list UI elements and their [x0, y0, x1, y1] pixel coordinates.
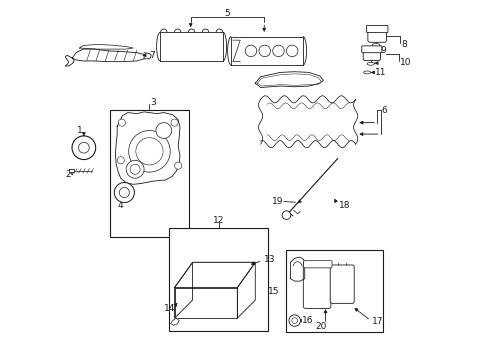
Text: 5: 5	[224, 9, 230, 18]
FancyBboxPatch shape	[329, 265, 353, 303]
Bar	[110, 110, 188, 237]
Text: 15: 15	[267, 287, 279, 296]
Text: 12: 12	[212, 216, 224, 225]
Circle shape	[171, 119, 178, 126]
Circle shape	[259, 45, 270, 57]
Text: 10: 10	[399, 58, 410, 67]
Circle shape	[72, 136, 96, 159]
Circle shape	[78, 142, 89, 153]
Text: 2: 2	[65, 171, 71, 180]
Polygon shape	[174, 262, 255, 288]
Ellipse shape	[363, 71, 370, 74]
Text: 7: 7	[148, 51, 154, 60]
Circle shape	[130, 164, 140, 174]
Text: 9: 9	[379, 46, 385, 55]
Polygon shape	[174, 288, 237, 318]
Circle shape	[126, 160, 144, 178]
Polygon shape	[174, 262, 192, 318]
Text: 6: 6	[381, 105, 387, 114]
Text: 14: 14	[164, 304, 175, 313]
FancyBboxPatch shape	[361, 46, 381, 53]
Text: 17: 17	[371, 317, 383, 326]
Polygon shape	[72, 49, 144, 62]
Text: 16: 16	[301, 316, 313, 325]
Circle shape	[282, 211, 290, 220]
Circle shape	[288, 315, 300, 326]
Circle shape	[286, 45, 297, 57]
Circle shape	[272, 45, 284, 57]
Ellipse shape	[366, 62, 373, 65]
Text: 11: 11	[374, 68, 386, 77]
Circle shape	[118, 119, 125, 126]
Polygon shape	[260, 96, 355, 148]
Text: 4: 4	[118, 201, 123, 210]
Polygon shape	[115, 112, 180, 184]
Text: 3: 3	[150, 98, 156, 107]
Circle shape	[117, 157, 124, 164]
Polygon shape	[69, 169, 74, 172]
Polygon shape	[231, 37, 303, 65]
Polygon shape	[144, 53, 151, 59]
Bar	[169, 228, 267, 330]
FancyBboxPatch shape	[363, 48, 380, 60]
Polygon shape	[170, 318, 179, 325]
Text: 18: 18	[338, 201, 349, 210]
FancyBboxPatch shape	[366, 26, 387, 33]
Polygon shape	[160, 32, 223, 61]
Circle shape	[136, 138, 163, 165]
Text: 8: 8	[401, 40, 407, 49]
Circle shape	[119, 188, 129, 198]
Circle shape	[128, 131, 170, 172]
Circle shape	[114, 183, 134, 203]
Bar	[285, 250, 382, 332]
Ellipse shape	[368, 49, 375, 51]
Polygon shape	[255, 72, 323, 87]
FancyBboxPatch shape	[367, 27, 386, 42]
Circle shape	[244, 45, 256, 57]
FancyBboxPatch shape	[303, 261, 331, 268]
FancyBboxPatch shape	[303, 262, 330, 309]
Circle shape	[291, 318, 297, 323]
Text: 19: 19	[271, 197, 283, 206]
Text: 1: 1	[77, 126, 83, 135]
Text: 20: 20	[315, 322, 326, 331]
Polygon shape	[65, 55, 74, 66]
Polygon shape	[80, 44, 133, 49]
Polygon shape	[290, 257, 304, 281]
Polygon shape	[237, 262, 255, 318]
Circle shape	[174, 162, 182, 169]
Circle shape	[156, 123, 171, 138]
Ellipse shape	[371, 44, 379, 47]
Text: 13: 13	[263, 255, 274, 264]
